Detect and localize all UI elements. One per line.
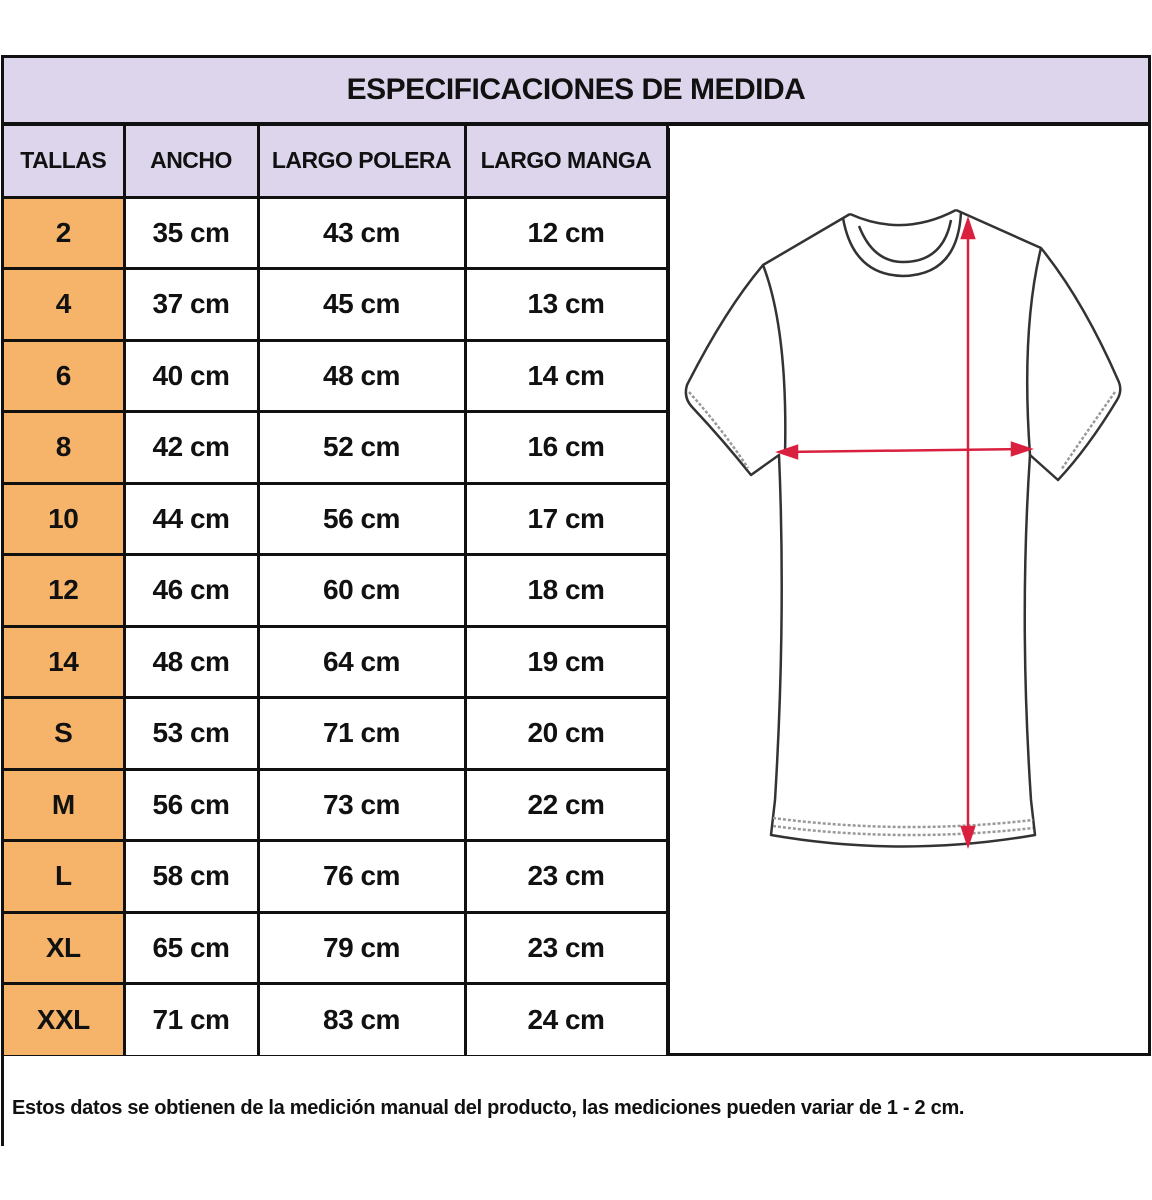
divider	[1, 1056, 4, 1146]
table-row: L 58 cm 76 cm 23 cm	[4, 839, 669, 914]
size-cell: XXL	[4, 982, 126, 1055]
measurement-cell: 53 cm	[122, 696, 260, 771]
measurement-cell: 48 cm	[256, 338, 467, 413]
size-cell: 10	[4, 481, 126, 556]
table-row: 6 40 cm 48 cm 14 cm	[4, 338, 669, 413]
measurement-cell: 14 cm	[463, 338, 669, 413]
size-cell: 14	[4, 624, 126, 699]
table-row: 8 42 cm 52 cm 16 cm	[4, 410, 669, 485]
table-row: XXL 71 cm 83 cm 24 cm	[4, 982, 669, 1055]
measurement-cell: 45 cm	[256, 267, 467, 342]
measurement-cell: 23 cm	[463, 910, 669, 985]
measurement-cell: 20 cm	[463, 696, 669, 771]
size-cell: 6	[4, 338, 126, 413]
column-header: TALLAS	[4, 126, 126, 199]
measurement-cell: 46 cm	[122, 553, 260, 628]
measurement-cell: 56 cm	[256, 481, 467, 556]
t-shirt-icon	[684, 208, 1122, 849]
size-table: TALLAS ANCHO LARGO POLERA LARGO MANGA 2 35 c…	[4, 126, 669, 1055]
measurement-cell: 37 cm	[122, 267, 260, 342]
column-header: LARGO POLERA	[256, 126, 467, 199]
measurement-cell: 13 cm	[463, 267, 669, 342]
table-header-row: TALLAS ANCHO LARGO POLERA LARGO MANGA	[4, 126, 669, 199]
size-cell: 2	[4, 195, 126, 270]
measurement-cell: 76 cm	[256, 839, 467, 914]
table-row: 10 44 cm 56 cm 17 cm	[4, 481, 669, 556]
chart-title: ESPECIFICACIONES DE MEDIDA	[4, 58, 1148, 126]
measurement-cell: 12 cm	[463, 195, 669, 270]
measurement-cell: 44 cm	[122, 481, 260, 556]
table-row: S 53 cm 71 cm 20 cm	[4, 696, 669, 771]
table-row: 14 48 cm 64 cm 19 cm	[4, 624, 669, 699]
measurement-cell: 17 cm	[463, 481, 669, 556]
size-cell: 4	[4, 267, 126, 342]
measurement-cell: 16 cm	[463, 410, 669, 485]
measurement-cell: 71 cm	[122, 982, 260, 1055]
measurement-cell: 56 cm	[122, 767, 260, 842]
footer-note: Estos datos se obtienen de la medición m…	[12, 1097, 965, 1119]
size-cell: 12	[4, 553, 126, 628]
t-shirt-diagram	[667, 128, 1148, 1053]
size-cell: L	[4, 839, 126, 914]
measurement-cell: 71 cm	[256, 696, 467, 771]
size-cell: M	[4, 767, 126, 842]
measurement-cell: 42 cm	[122, 410, 260, 485]
table-row: XL 65 cm 79 cm 23 cm	[4, 910, 669, 985]
table-row: 12 46 cm 60 cm 18 cm	[4, 553, 669, 628]
measurement-cell: 18 cm	[463, 553, 669, 628]
measurement-cell: 58 cm	[122, 839, 260, 914]
measurement-cell: 65 cm	[122, 910, 260, 985]
column-header: ANCHO	[122, 126, 260, 199]
measurement-cell: 52 cm	[256, 410, 467, 485]
measurement-cell: 73 cm	[256, 767, 467, 842]
size-cell: 8	[4, 410, 126, 485]
table-row: 4 37 cm 45 cm 13 cm	[4, 267, 669, 342]
measurement-cell: 43 cm	[256, 195, 467, 270]
measurement-cell: 19 cm	[463, 624, 669, 699]
measurement-cell: 35 cm	[122, 195, 260, 270]
measurement-cell: 83 cm	[256, 982, 467, 1055]
measurement-cell: 22 cm	[463, 767, 669, 842]
column-header: LARGO MANGA	[463, 126, 669, 199]
size-cell: XL	[4, 910, 126, 985]
measurement-cell: 79 cm	[256, 910, 467, 985]
measurement-cell: 24 cm	[463, 982, 669, 1055]
size-cell: S	[4, 696, 126, 771]
table-row: M 56 cm 73 cm 22 cm	[4, 767, 669, 842]
measurement-cell: 40 cm	[122, 338, 260, 413]
table-row: 2 35 cm 43 cm 12 cm	[4, 195, 669, 270]
measurement-cell: 23 cm	[463, 839, 669, 914]
measurement-cell: 60 cm	[256, 553, 467, 628]
measurement-cell: 64 cm	[256, 624, 467, 699]
measurement-cell: 48 cm	[122, 624, 260, 699]
